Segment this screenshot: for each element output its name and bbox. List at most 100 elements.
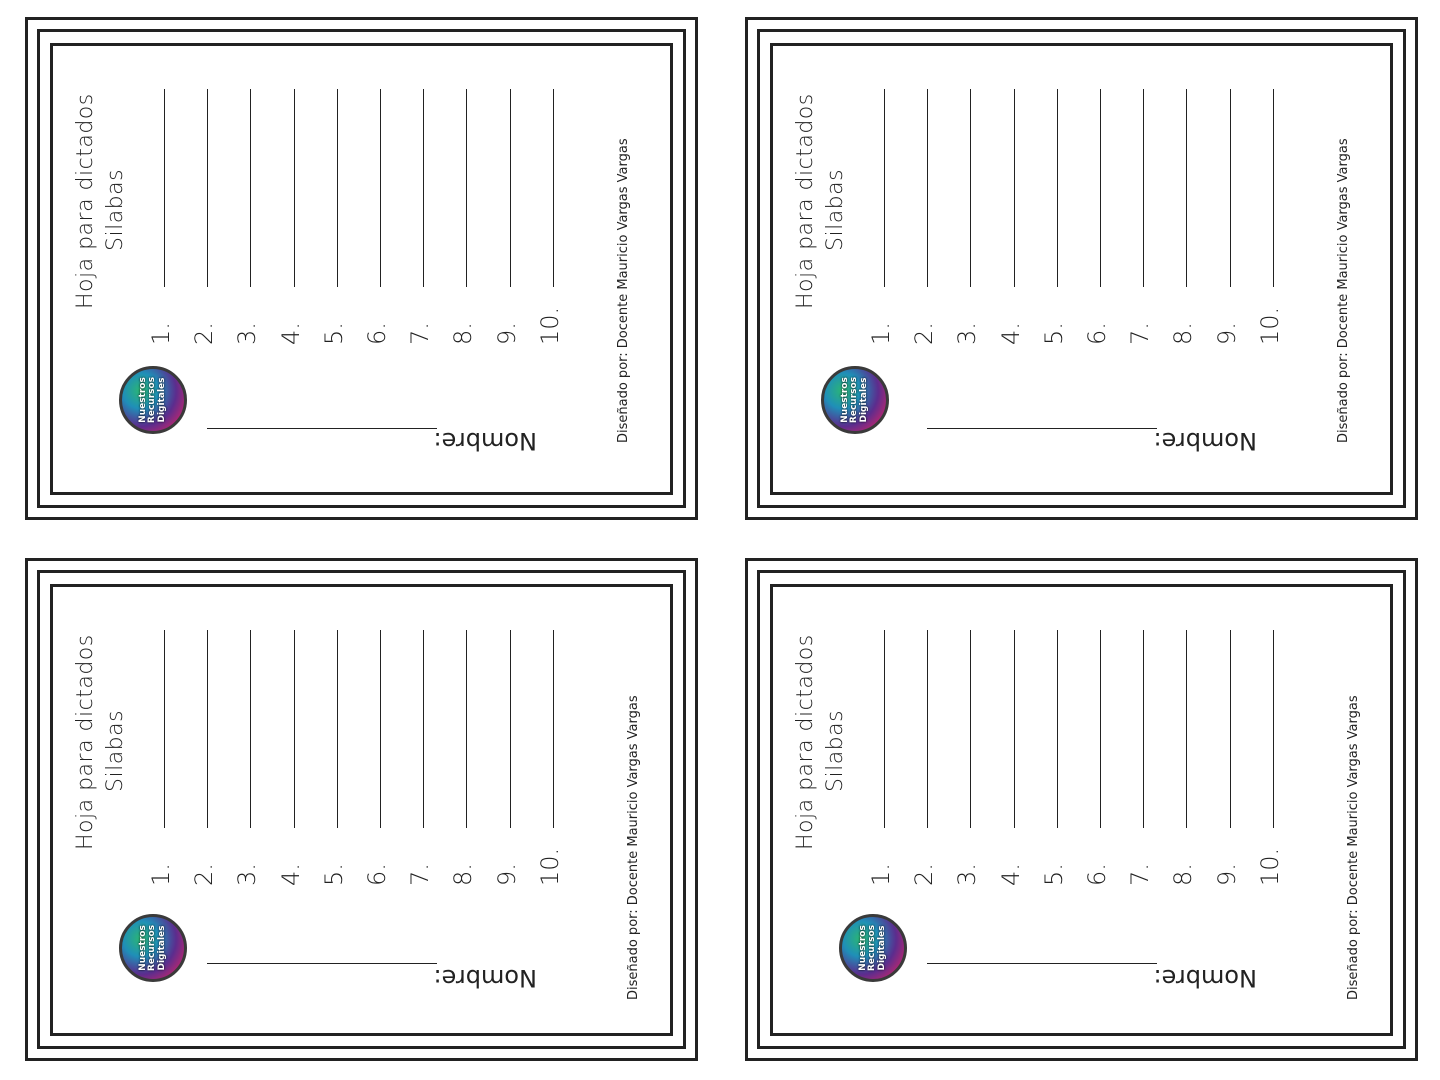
dictation-card: Hoja para dictados Silabas 1. 2. 3. 4. 5. 6. 7… xyxy=(25,17,698,520)
item-number: 10. xyxy=(535,847,564,886)
item-number: 1. xyxy=(147,322,175,345)
item-number: 4. xyxy=(996,322,1025,345)
answer-writing-line xyxy=(380,89,381,287)
logo-text: Nuestros Recursos Digitales xyxy=(857,924,887,972)
name-label: Nombre: xyxy=(433,427,537,455)
item-number: 8. xyxy=(449,322,478,345)
item-number: 5. xyxy=(319,322,348,345)
answer-writing-line xyxy=(970,89,972,287)
answer-writing-line xyxy=(250,630,252,828)
answer-writing-line xyxy=(552,630,554,828)
item-number: 9. xyxy=(492,322,521,345)
item-number: 9. xyxy=(1212,322,1241,345)
middle-border xyxy=(37,29,686,508)
item-number: 2. xyxy=(910,863,939,886)
answer-writing-line xyxy=(1100,89,1101,287)
item-number: 3. xyxy=(953,322,982,345)
logo-text: Nuestros Recursos Digitales xyxy=(839,376,869,424)
outer-border xyxy=(745,558,1418,1061)
logo-icon: Nuestros Recursos Digitales xyxy=(119,366,187,434)
outer-border xyxy=(25,558,698,1061)
sheet-title: Hoja para dictados xyxy=(73,93,98,309)
item-number: 3. xyxy=(233,863,262,886)
item-number: 4. xyxy=(276,322,305,345)
answer-writing-line xyxy=(466,630,468,828)
item-number: 6. xyxy=(1083,322,1111,345)
item-number: 3. xyxy=(953,863,982,886)
outer-border xyxy=(745,17,1418,520)
answer-writing-line xyxy=(884,89,885,287)
name-label: Nombre: xyxy=(1153,427,1257,455)
sheet-title: Hoja para dictados xyxy=(73,634,98,850)
item-number: 4. xyxy=(996,863,1025,886)
answer-writing-line xyxy=(1013,89,1015,287)
logo-text: Nuestros Recursos Digitales xyxy=(137,376,167,424)
item-number: 10. xyxy=(1255,306,1284,345)
middle-border xyxy=(37,570,686,1049)
designer-credit: Diseñado por: Docente Mauricio Vargas Va… xyxy=(616,138,631,443)
dictation-card: Hoja para dictados Silabas 1. 2. 3. 4. 5. 6. 7… xyxy=(745,17,1418,520)
answer-writing-line xyxy=(164,630,165,828)
answer-writing-line xyxy=(207,630,209,828)
item-number: 1. xyxy=(867,322,895,345)
answer-writing-line xyxy=(423,630,425,828)
answer-writing-line xyxy=(466,89,468,287)
item-number: 2. xyxy=(190,863,219,886)
answer-writing-line xyxy=(336,89,338,287)
answer-writing-line xyxy=(509,630,511,828)
answer-writing-line xyxy=(293,89,295,287)
answer-writing-line xyxy=(970,630,972,828)
answer-writing-line xyxy=(1143,630,1145,828)
item-number: 1. xyxy=(867,863,895,886)
item-number: 6. xyxy=(1083,863,1111,886)
item-number: 7. xyxy=(1126,322,1155,345)
item-number: 2. xyxy=(910,322,939,345)
name-label: Nombre: xyxy=(433,964,537,992)
item-number: 6. xyxy=(363,863,391,886)
logo-text: Nuestros Recursos Digitales xyxy=(137,924,167,972)
item-number: 7. xyxy=(1126,863,1155,886)
logo-icon: Nuestros Recursos Digitales xyxy=(839,914,907,982)
item-number: 9. xyxy=(1212,863,1241,886)
answer-writing-line xyxy=(336,630,338,828)
item-number: 7. xyxy=(406,863,435,886)
answer-writing-line xyxy=(1272,630,1274,828)
inner-border xyxy=(770,43,1393,495)
name-writing-line xyxy=(207,428,437,429)
outer-border xyxy=(25,17,698,520)
answer-writing-line xyxy=(509,89,511,287)
answer-writing-line xyxy=(552,89,554,287)
designer-credit: Diseñado por: Docente Mauricio Vargas Va… xyxy=(626,695,641,1000)
sheet-title: Hoja para dictados xyxy=(793,93,818,309)
sheet-subtitle: Silabas xyxy=(823,709,848,792)
sheet-title: Hoja para dictados xyxy=(793,634,818,850)
name-writing-line xyxy=(927,428,1157,429)
answer-writing-line xyxy=(1056,630,1058,828)
item-number: 3. xyxy=(233,322,262,345)
name-label: Nombre: xyxy=(1153,964,1257,992)
item-number: 8. xyxy=(1169,322,1198,345)
answer-writing-line xyxy=(250,89,252,287)
item-number: 8. xyxy=(1169,863,1198,886)
answer-writing-line xyxy=(423,89,425,287)
name-writing-line xyxy=(207,963,437,964)
item-number: 5. xyxy=(319,863,348,886)
item-number: 1. xyxy=(147,863,175,886)
middle-border xyxy=(757,570,1406,1049)
logo-icon: Nuestros Recursos Digitales xyxy=(821,366,889,434)
item-number: 2. xyxy=(190,322,219,345)
item-number: 7. xyxy=(406,322,435,345)
sheet-subtitle: Silabas xyxy=(823,168,848,251)
designer-credit: Diseñado por: Docente Mauricio Vargas Va… xyxy=(1336,138,1351,443)
middle-border xyxy=(757,29,1406,508)
logo-icon: Nuestros Recursos Digitales xyxy=(119,914,187,982)
answer-writing-line xyxy=(1186,89,1188,287)
item-number: 8. xyxy=(449,863,478,886)
answer-writing-line xyxy=(207,89,209,287)
item-number: 9. xyxy=(492,863,521,886)
dictation-card: Hoja para dictados Silabas 1. 2. 3. 4. 5. 6. 7… xyxy=(745,558,1418,1061)
sheet-subtitle: Silabas xyxy=(103,709,128,792)
sheet-subtitle: Silabas xyxy=(103,168,128,251)
answer-writing-line xyxy=(1186,630,1188,828)
answer-writing-line xyxy=(927,89,929,287)
